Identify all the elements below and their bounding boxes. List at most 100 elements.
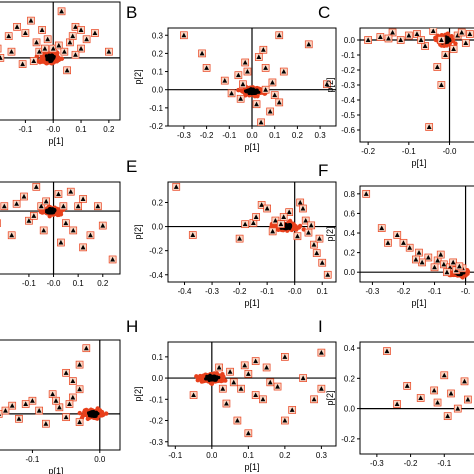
triangle-marker: [285, 208, 294, 216]
y-tick-label: -0.1: [149, 395, 163, 404]
x-tick-label: -0.1: [26, 455, 40, 464]
x-tick-label: 0.1: [317, 287, 329, 296]
triangle-marker: [259, 395, 267, 404]
point-layer: [362, 189, 471, 280]
triangle-marker: [108, 255, 117, 264]
triangle-marker: [29, 57, 38, 65]
triangle-marker: [403, 382, 412, 390]
x-axis-label: p[1]: [244, 462, 259, 472]
triangle-marker: [318, 258, 327, 267]
triangle-marker: [0, 44, 2, 53]
x-tick-label: -0.1: [402, 147, 416, 156]
triangle-marker: [279, 213, 288, 221]
triangle-marker: [86, 231, 95, 240]
y-tick-label: 0.0: [344, 36, 356, 45]
x-axis-label: p[1]: [48, 136, 63, 146]
triangle-marker: [425, 123, 434, 131]
triangle-marker: [7, 231, 16, 240]
triangle-marker: [364, 36, 372, 44]
triangle-marker: [65, 400, 74, 408]
triangle-marker: [13, 22, 21, 31]
panel-a: 2-0.1-0.00.10.2p[1]: [0, 1, 121, 146]
x-tick-label: -0.0: [288, 287, 302, 296]
triangle-marker: [43, 35, 52, 44]
triangle-marker: [273, 382, 282, 391]
triangle-marker: [262, 363, 271, 372]
triangle-marker: [275, 98, 284, 107]
red-point: [236, 87, 241, 93]
triangle-marker: [466, 30, 474, 38]
triangle-marker: [75, 360, 84, 369]
y-axis-label: p[2]: [325, 390, 335, 405]
triangle-marker: [259, 45, 268, 54]
triangle-marker: [12, 199, 21, 208]
triangle-marker: [430, 386, 439, 395]
triangle-marker: [25, 216, 33, 225]
x-tick-label: -0.1: [222, 131, 236, 140]
black-point: [48, 55, 52, 60]
triangle-marker: [317, 384, 326, 393]
triangle-marker: [62, 368, 70, 377]
x-axis-label: p[1]: [411, 158, 426, 168]
red-point: [453, 41, 458, 46]
triangle-marker: [77, 26, 85, 34]
point-layer: [364, 28, 474, 131]
triangle-marker: [7, 47, 16, 56]
triangle-marker: [4, 32, 13, 41]
x-tick-label: 0.1: [243, 451, 255, 460]
x-tick-label: -0.2: [361, 147, 375, 156]
triangle-marker: [433, 398, 442, 407]
triangle-marker: [32, 38, 41, 47]
y-axis-label: p[2]: [325, 226, 335, 241]
triangle-marker: [421, 42, 429, 50]
y-tick-label: -0.3: [341, 81, 355, 90]
black-point: [89, 412, 94, 416]
triangle-marker: [42, 419, 50, 428]
triangle-marker: [21, 400, 30, 408]
black-point: [247, 89, 252, 93]
triangle-marker: [304, 228, 313, 237]
triangle-marker: [240, 361, 249, 370]
triangle-marker: [310, 395, 318, 404]
y-tick-label: 0.1: [152, 353, 164, 362]
triangle-marker: [20, 192, 28, 201]
panel-letter: F: [318, 161, 328, 180]
x-tick-label: 0.1: [75, 125, 87, 134]
triangle-marker: [251, 357, 260, 365]
triangle-marker: [62, 413, 70, 422]
triangle-marker: [21, 29, 30, 37]
triangle-marker: [241, 220, 249, 229]
triangle-marker: [52, 396, 60, 405]
y-tick-label: 0.4: [344, 344, 356, 353]
triangle-marker: [312, 249, 321, 257]
y-tick-label: 0.2: [152, 49, 164, 58]
y-tick-label: 0.8: [344, 190, 356, 199]
red-point: [465, 271, 470, 276]
triangle-marker: [437, 36, 446, 44]
x-tick-label: 0.2: [97, 279, 109, 288]
triangle-marker: [268, 227, 277, 236]
triangle-marker: [323, 270, 332, 279]
red-point: [297, 223, 303, 229]
x-tick-label: -0.3: [177, 131, 191, 140]
red-point: [220, 372, 225, 377]
triangle-marker: [244, 429, 253, 438]
triangle-marker: [215, 363, 223, 372]
triangle-marker: [15, 414, 23, 423]
triangle-marker: [93, 202, 102, 211]
triangle-marker: [82, 35, 91, 44]
x-tick-label: -0.3: [370, 459, 384, 468]
triangle-marker: [236, 94, 245, 103]
black-point: [93, 410, 97, 415]
triangle-marker: [234, 71, 243, 80]
triangle-marker: [241, 58, 250, 67]
triangle-marker: [388, 28, 397, 37]
panel-letter: E: [126, 157, 137, 176]
triangle-marker: [310, 240, 318, 249]
triangle-marker: [239, 80, 247, 89]
triangle-marker: [57, 7, 66, 16]
triangle-marker: [79, 243, 87, 252]
point-layer: [383, 347, 472, 421]
triangle-marker: [18, 60, 27, 68]
x-tick-label: 0.2: [279, 451, 291, 460]
